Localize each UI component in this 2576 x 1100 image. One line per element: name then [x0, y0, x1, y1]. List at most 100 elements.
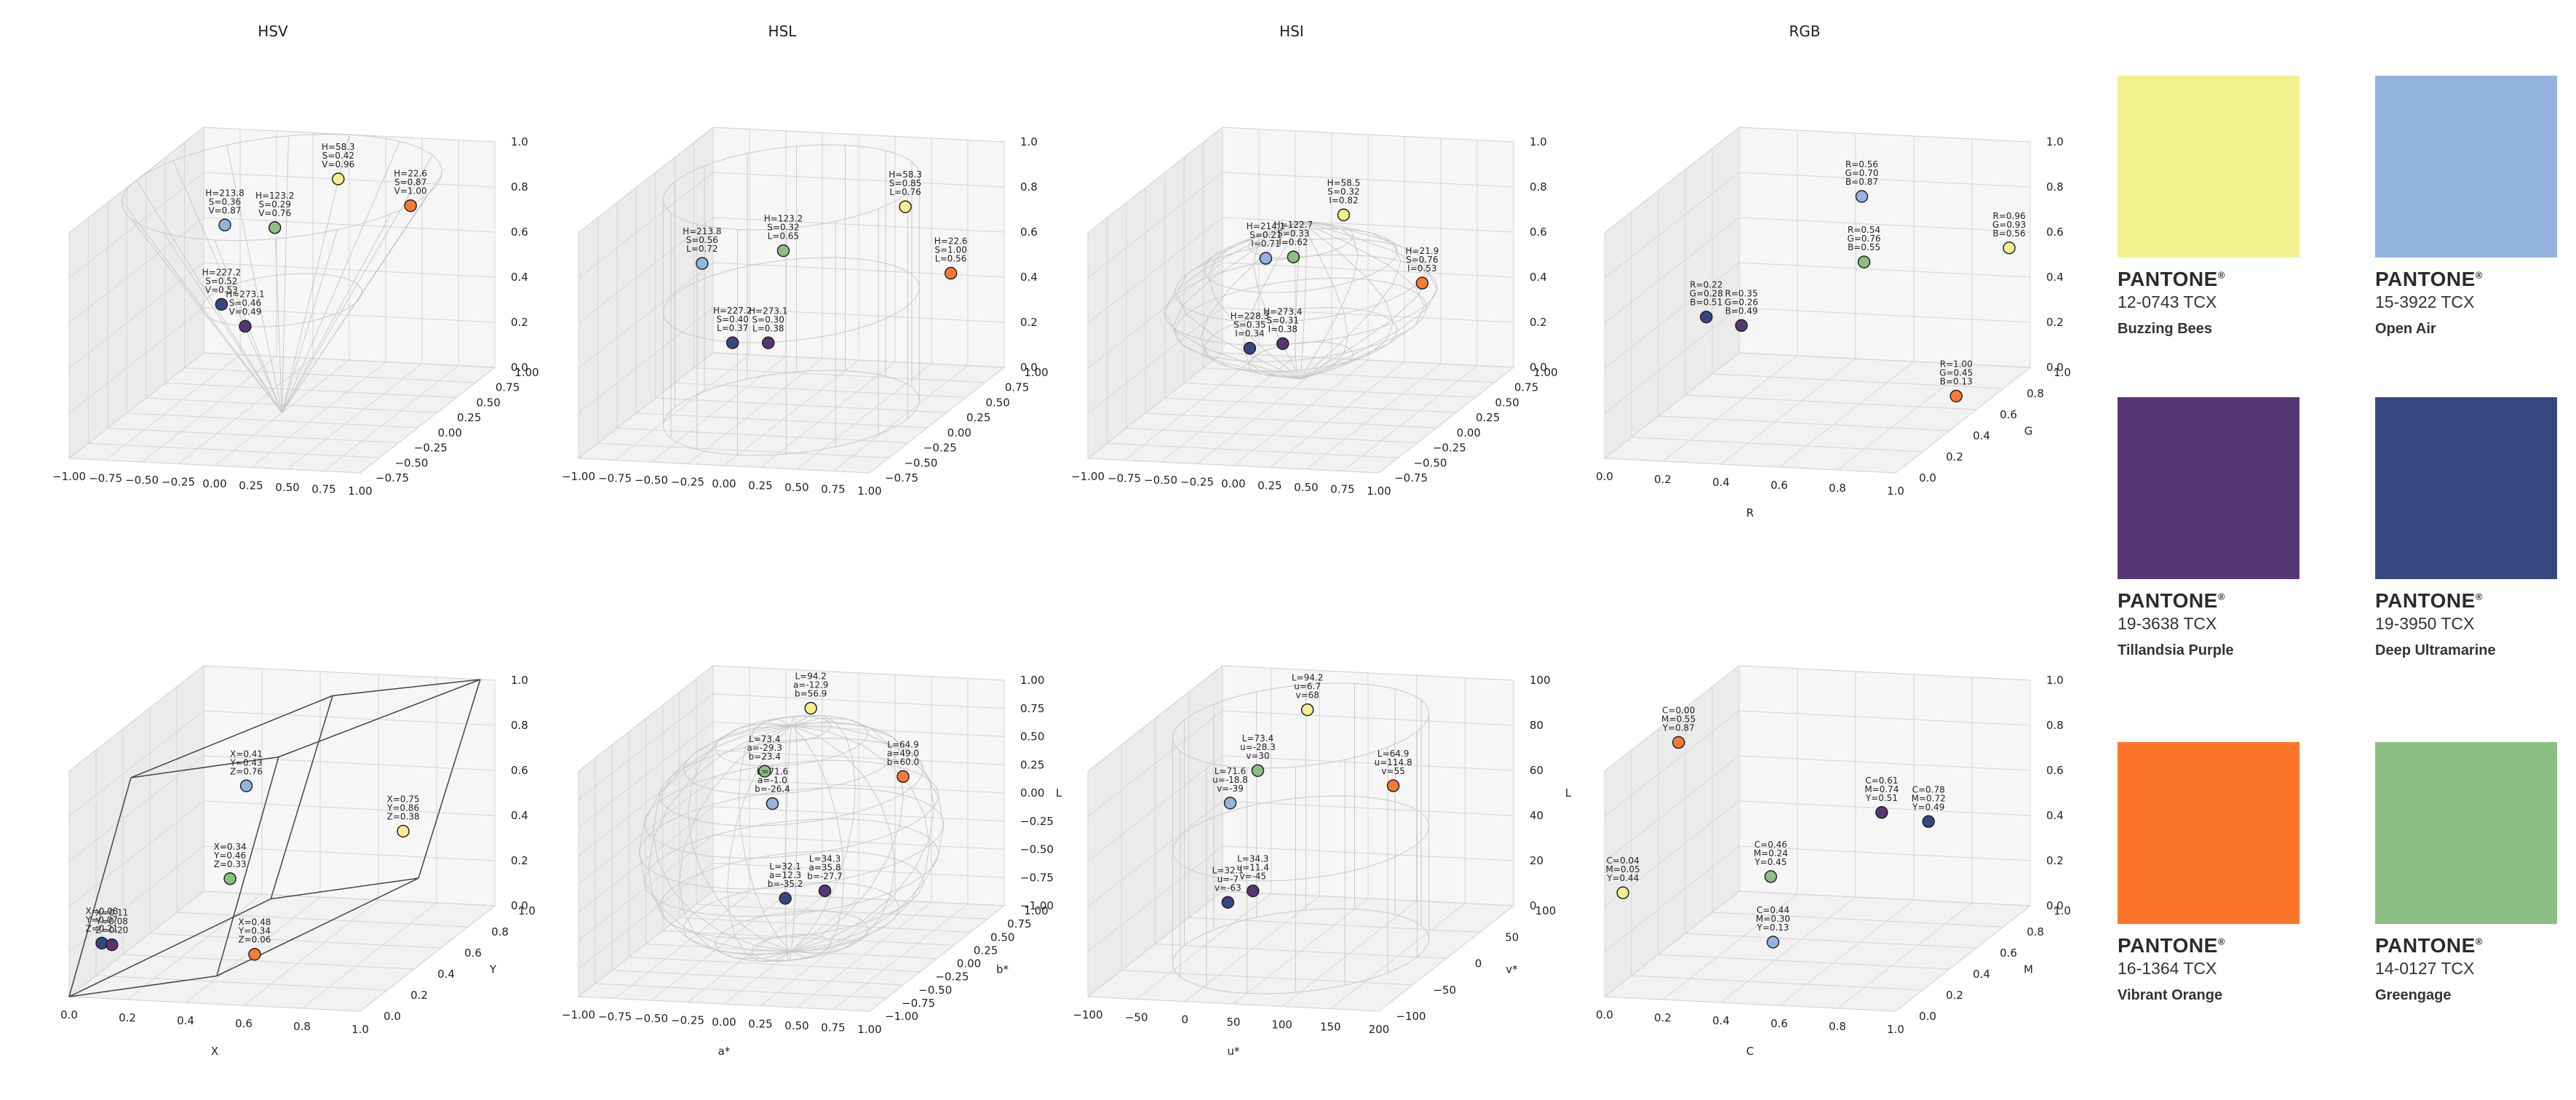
data-point [1672, 736, 1685, 749]
swatch-color-block [2118, 76, 2299, 258]
y-axis-label: G [2024, 425, 2033, 438]
gamut-edge [278, 679, 481, 758]
data-point [726, 336, 739, 349]
z-tick-label: 0.8 [1020, 180, 1038, 194]
gamut-edge [216, 877, 419, 977]
plot-title: CMY [1789, 1098, 1821, 1100]
z-tick-label: 0.8 [2046, 719, 2064, 732]
data-label: B=0.51 [1690, 298, 1722, 308]
data-point [2003, 242, 2016, 255]
data-label: v=-45 [1239, 872, 1266, 882]
data-label: B=0.56 [1993, 228, 2026, 239]
x-tick-label: 0.0 [1596, 470, 1613, 483]
gamut-edge [418, 679, 481, 879]
y-tick-label: 50 [1505, 930, 1519, 944]
grid-line-z [68, 262, 496, 369]
grid-line-z [1087, 262, 1514, 369]
grid-line-z [1604, 755, 2031, 862]
wireframe-ring [638, 787, 945, 890]
data-label: I=0.82 [1329, 195, 1358, 205]
y-tick-label: −0.50 [1413, 456, 1447, 469]
y-tick-label: 0.4 [1973, 968, 1990, 981]
wireframe-ring [1174, 277, 1427, 362]
x-tick-label: 50 [1226, 1016, 1240, 1029]
data-label: Z=0.06 [238, 935, 271, 945]
data-label: H=214.1 [1247, 221, 1285, 231]
plot-panel-6: −100 −50 0 50 100 150 200−100−5005010002040608… [1073, 664, 1572, 1100]
z-tick-label: 0.2 [511, 854, 528, 867]
gamut-edge [130, 695, 333, 778]
grid-line-z [578, 749, 1005, 856]
plot-panel-3: 0.0 0.2 0.4 0.6 0.8 1.00.00.20.40.60.81.00.00… [1596, 23, 2071, 519]
data-point [1766, 936, 1780, 949]
z-tick-label: 0.6 [511, 226, 528, 239]
data-label: L=94.2 [1292, 673, 1323, 683]
grid-line-z [1087, 172, 1514, 279]
data-label: S=0.32 [767, 223, 799, 233]
swatch-card-0: PANTONE® 12-0743 TCX Buzzing Bees [2118, 76, 2299, 338]
y-tick-label: −100 [1396, 1010, 1426, 1023]
z-tick-label: 0.2 [2046, 316, 2064, 329]
y-tick-label: 0.50 [476, 396, 500, 409]
data-label: X=0.08 [85, 906, 118, 916]
swatch-reg-mark: ® [2475, 269, 2483, 281]
z-tick-label: 80 [1530, 719, 1543, 732]
y-tick-label: 0.0 [1919, 471, 1936, 485]
data-point [818, 884, 832, 898]
x-tick-label: 1.0 [1887, 1023, 1904, 1036]
data-label: L=73.4 [749, 734, 780, 744]
data-label: L=0.56 [935, 254, 966, 264]
swatch-reg-mark: ® [2217, 591, 2225, 602]
x-tick-label: 0.8 [1829, 1020, 1846, 1033]
data-point [762, 336, 775, 349]
x-tick-label: 0.4 [1712, 476, 1730, 489]
data-point [899, 200, 912, 213]
data-label: L=34.3 [809, 853, 840, 864]
gamut-edge [216, 757, 279, 976]
data-label: B=0.55 [1848, 242, 1880, 252]
z-tick-label: 0.8 [511, 180, 528, 194]
data-label: S=0.85 [889, 178, 921, 188]
z-tick-label: −0.50 [1020, 843, 1054, 856]
x-tick-label: 0.25 [748, 479, 772, 493]
data-label: v=30 [1246, 751, 1269, 761]
plot-panel-5: −1.00 −0.75 −0.50 −0.25 0.00 0.25 0.50 0.75 1.00… [562, 664, 1062, 1100]
data-label: H=122.7 [1274, 220, 1313, 230]
data-label: H=123.2 [764, 214, 803, 224]
grid-line-z [68, 710, 496, 817]
y-tick-label: 1.0 [2054, 904, 2071, 917]
data-label: Y=0.07 [85, 914, 118, 925]
data-label: S=0.33 [1277, 228, 1309, 239]
data-label: H=22.6 [394, 169, 427, 179]
swatch-brand: PANTONE [2375, 268, 2476, 290]
x-tick-label: 0.6 [1770, 479, 1788, 492]
plot-title: CIE LUV [1263, 1098, 1320, 1100]
swatch-reg-mark: ® [2217, 269, 2225, 281]
z-tick-label: 0.8 [2046, 180, 2064, 194]
swatch-card-4: PANTONE® 16-1364 TCX Vibrant Orange [2118, 742, 2299, 1004]
wireframe-ring [1172, 795, 1430, 882]
data-point [1287, 250, 1300, 263]
grid-line-z [1087, 217, 1514, 324]
z-tick-label: 0 [1530, 899, 1537, 912]
data-label: S=0.31 [1267, 315, 1299, 325]
data-label: Z=0.33 [214, 859, 247, 869]
z-tick-label: 0.4 [2046, 271, 2064, 284]
wireframe-ring [1174, 238, 1427, 323]
wireframe-ring [643, 760, 939, 859]
data-label: I=0.62 [1279, 237, 1308, 247]
data-label: I=0.34 [1235, 329, 1264, 339]
grid-line-z [68, 172, 496, 279]
swatch-name: Tillandsia Purple [2118, 642, 2234, 658]
data-label: L=73.4 [1242, 733, 1273, 744]
grid-line-z [68, 665, 496, 772]
plot-title: HSL [768, 23, 798, 40]
y-axis-label: v* [1506, 963, 1518, 976]
x-tick-label: 0.50 [1294, 481, 1318, 494]
data-label: L=71.6 [757, 767, 788, 777]
grid-line-z [68, 845, 496, 952]
swatch-name: Greengage [2375, 987, 2452, 1003]
y-tick-label: 0 [1475, 957, 1482, 971]
x-tick-label: −0.75 [1108, 472, 1141, 485]
grid-line-z [68, 800, 496, 907]
